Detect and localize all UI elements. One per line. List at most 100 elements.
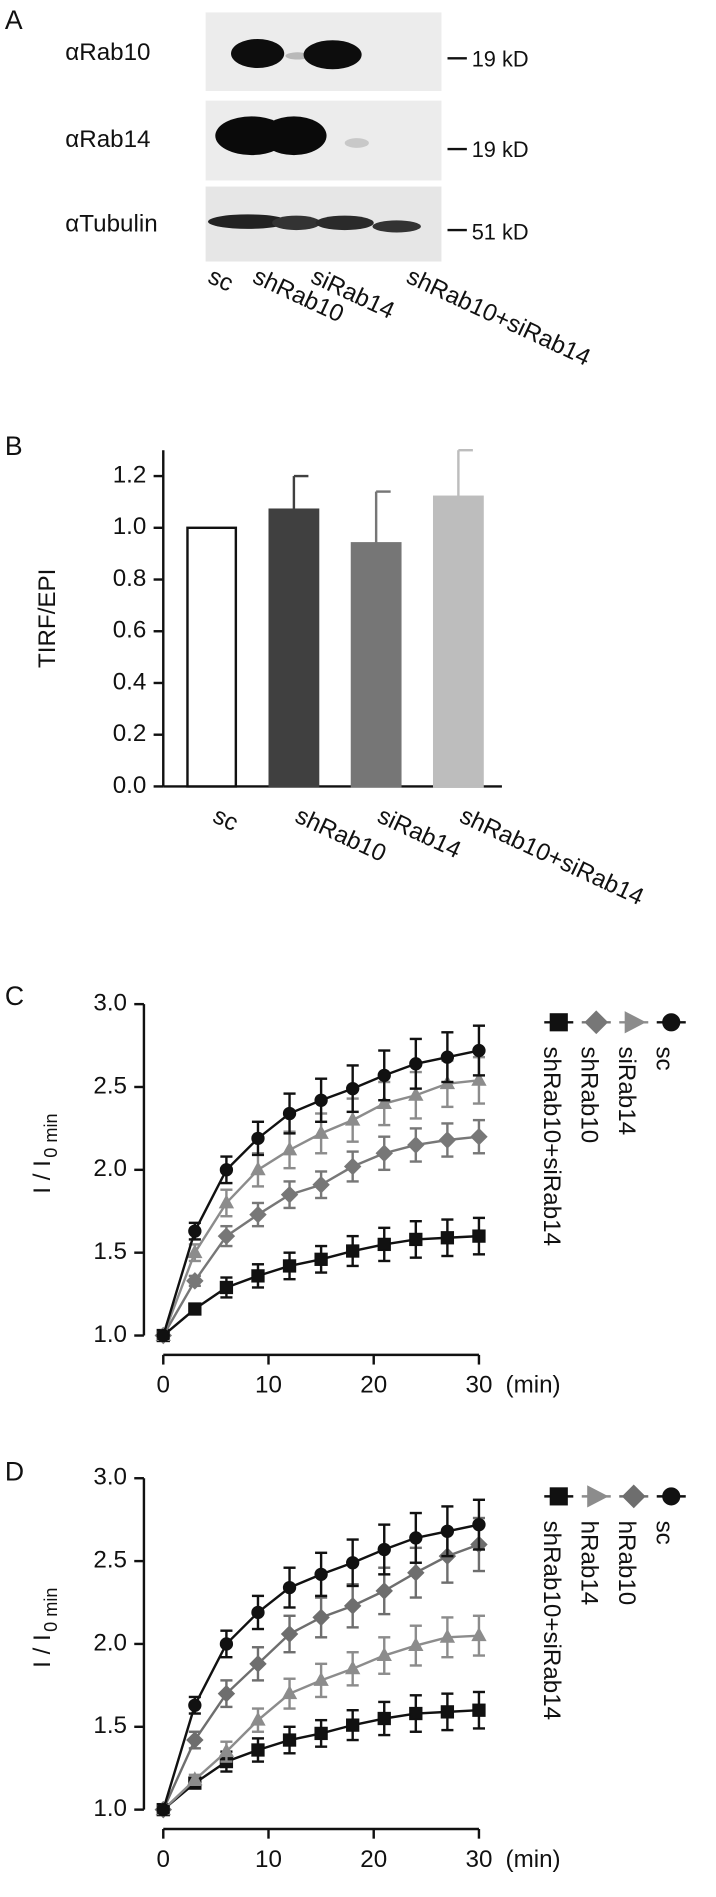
marker: [217, 1684, 236, 1703]
marker: [343, 1157, 362, 1176]
marker: [250, 1711, 266, 1726]
x-tick-label: 20: [360, 1372, 387, 1399]
y-tick-label: 0.6: [113, 617, 147, 644]
marker: [251, 1269, 265, 1283]
bar: [432, 495, 484, 788]
y-axis-label: I / I0 min: [29, 1588, 61, 1668]
legend-label: siRab14: [613, 1046, 640, 1135]
marker: [408, 1637, 424, 1652]
panel-label: C: [5, 981, 24, 1011]
marker: [156, 1802, 170, 1817]
marker: [662, 1013, 681, 1032]
band: [272, 215, 321, 231]
y-tick-label: 3.0: [93, 1464, 127, 1491]
marker: [314, 1567, 328, 1581]
marker: [346, 1556, 360, 1570]
marker: [251, 1743, 265, 1757]
panel-label: D: [5, 1456, 24, 1486]
marker: [345, 1111, 361, 1126]
marker: [584, 1010, 609, 1035]
bar: [350, 542, 402, 788]
marker: [376, 1647, 392, 1661]
marker: [407, 1136, 425, 1154]
legend-label: hRab14: [575, 1521, 602, 1606]
x-tick-label: sc: [209, 802, 242, 837]
marker: [377, 1542, 391, 1557]
marker: [250, 1161, 266, 1176]
marker: [377, 1711, 391, 1726]
marker: [440, 1231, 455, 1245]
marker: [219, 1163, 234, 1177]
series-line: [162, 1135, 480, 1337]
y-tick-label: 0.4: [113, 668, 147, 695]
y-tick-label: 1.0: [113, 513, 147, 540]
blot-images: [205, 12, 467, 262]
x-tick-label: 20: [360, 1846, 387, 1873]
y-tick-label: 1.2: [113, 461, 147, 488]
marker: [313, 1124, 329, 1139]
size-label: 51 kD: [472, 219, 529, 244]
y-tick-label: 3.0: [93, 990, 127, 1017]
y-tick-label: 1.5: [93, 1238, 127, 1265]
y-tick-label: 2.0: [93, 1155, 127, 1182]
y-axis-label: I / I 0 min: [29, 1113, 61, 1193]
y-tick-label: 2.5: [93, 1546, 127, 1573]
y-axis-label-sub: 0 min: [41, 1113, 61, 1157]
marker: [472, 1229, 486, 1243]
marker: [375, 1582, 393, 1600]
size-label: 19 kD: [472, 137, 529, 162]
marker: [251, 1605, 265, 1620]
marker: [188, 1698, 202, 1712]
panel-label: A: [5, 5, 23, 35]
marker: [409, 1057, 423, 1071]
size-label: 19 kD: [472, 47, 529, 72]
marker: [280, 1185, 299, 1204]
y-axis-label-main: I / I: [29, 1160, 56, 1194]
marker: [549, 1013, 568, 1032]
marker: [662, 1487, 681, 1506]
marker: [346, 1718, 360, 1732]
marker: [471, 1071, 487, 1086]
marker: [408, 1086, 424, 1101]
marker: [587, 1485, 609, 1508]
blot-row-label: αRab14: [65, 126, 150, 153]
y-axis-label-sub: 0 min: [41, 1588, 61, 1632]
marker: [188, 1302, 202, 1316]
x-tick-label: 0: [157, 1372, 170, 1399]
band: [315, 215, 374, 231]
marker: [621, 1484, 646, 1509]
marker: [218, 1743, 235, 1758]
lane-label: sc: [204, 263, 237, 298]
marker: [346, 1244, 360, 1258]
marker: [409, 1706, 423, 1721]
marker: [376, 1095, 392, 1109]
marker: [187, 1771, 203, 1786]
band: [303, 40, 362, 70]
x-axis-label: (min): [506, 1372, 561, 1399]
lane-label: shRab10+siRab14: [402, 263, 594, 372]
marker: [549, 1487, 568, 1506]
marker: [282, 1733, 297, 1747]
marker: [218, 1194, 235, 1209]
marker: [314, 1093, 328, 1107]
marker: [440, 1524, 455, 1538]
marker: [472, 1043, 486, 1058]
marker: [377, 1237, 391, 1252]
blot-row-label: αTubulin: [65, 211, 157, 238]
marker: [186, 1272, 204, 1290]
marker: [343, 1597, 362, 1615]
y-axis-label-main: I / I: [29, 1634, 56, 1668]
marker: [188, 1224, 202, 1238]
blot-row-label: αRab10: [65, 39, 150, 66]
x-tick-label: shRab10+siRab14: [456, 802, 648, 911]
marker: [439, 1628, 456, 1643]
marker: [345, 1660, 361, 1675]
marker: [251, 1131, 265, 1146]
legend-label: sc: [650, 1046, 677, 1070]
marker: [472, 1703, 486, 1717]
marker: [281, 1685, 298, 1700]
marker: [312, 1176, 330, 1194]
marker: [187, 1244, 203, 1259]
marker: [217, 1227, 236, 1245]
